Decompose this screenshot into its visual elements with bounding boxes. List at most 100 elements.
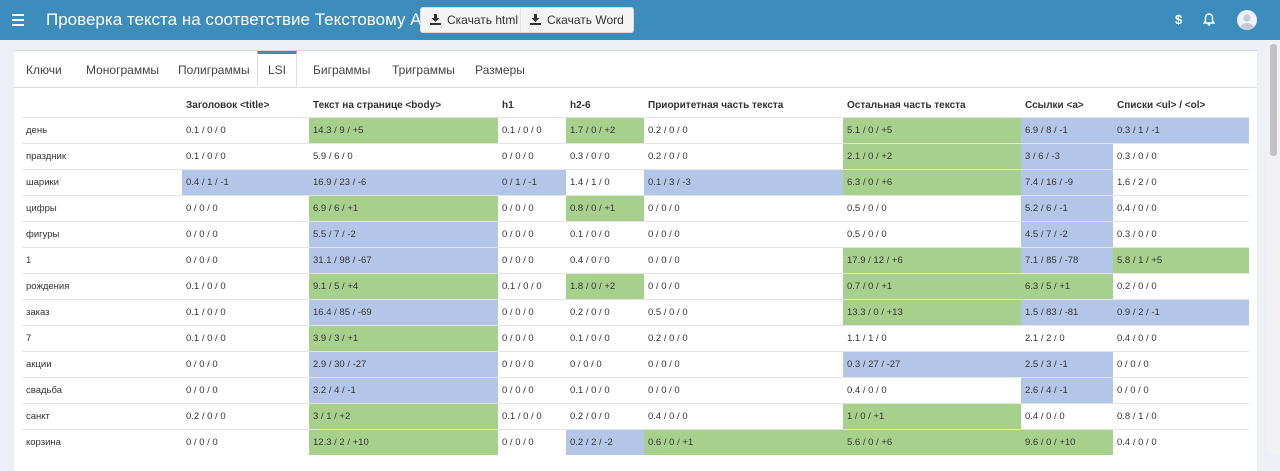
value-cell: 5.9 / 6 / 0: [309, 143, 498, 170]
value-cell: 0.2 / 0 / 0: [566, 299, 644, 326]
value-cell: 0.1 / 0 / 0: [566, 377, 644, 404]
value-cell: 5.5 / 7 / -2: [309, 221, 498, 248]
value-cell: 2.5 / 3 / -1: [1021, 351, 1113, 378]
value-cell: 13.3 / 0 / +13: [843, 299, 1021, 326]
value-cell: 0.2 / 0 / 0: [182, 403, 309, 430]
value-cell: 0 / 0 / 0: [182, 247, 309, 274]
value-cell: 0 / 0 / 0: [182, 195, 309, 222]
keyword-cell: 7: [22, 325, 182, 352]
tab-polygrams[interactable]: Полиграммы: [178, 63, 250, 77]
user-avatar[interactable]: [1237, 10, 1257, 30]
value-cell: 0.1 / 0 / 0: [182, 143, 309, 170]
value-cell: 2.1 / 2 / 0: [1021, 325, 1113, 352]
keyword-cell: заказ: [22, 299, 182, 326]
value-cell: 12.3 / 2 / +10: [309, 429, 498, 455]
tab-keys[interactable]: Ключи: [26, 63, 62, 77]
value-cell: 3 / 1 / +2: [309, 403, 498, 430]
tab-bar: Ключи Монограммы Полиграммы LSI Биграммы…: [14, 51, 1257, 88]
value-cell: 0.2 / 0 / 0: [644, 143, 843, 170]
download-word-label: Скачать Word: [547, 13, 624, 27]
value-cell: 5.1 / 0 / +5: [843, 117, 1021, 144]
value-cell: 16.9 / 23 / -6: [309, 169, 498, 196]
value-cell: 17.9 / 12 / +6: [843, 247, 1021, 274]
scrollbar-thumb[interactable]: [1270, 44, 1277, 156]
value-cell: 0.9 / 2 / -1: [1113, 299, 1249, 326]
value-cell: 14.3 / 9 / +5: [309, 117, 498, 144]
keyword-cell: день: [22, 117, 182, 144]
value-cell: 3.9 / 3 / +1: [309, 325, 498, 352]
value-cell: 0.7 / 0 / +1: [843, 273, 1021, 300]
value-cell: 0 / 0 / 0: [498, 429, 566, 455]
keyword-cell: фигуры: [22, 221, 182, 248]
value-cell: 0.1 / 3 / -3: [644, 169, 843, 196]
value-cell: 2.6 / 4 / -1: [1021, 377, 1113, 404]
value-cell: 2.9 / 30 / -27: [309, 351, 498, 378]
value-cell: 0 / 0 / 0: [644, 247, 843, 274]
column-header: Списки <ul> / <ol>: [1117, 99, 1206, 111]
value-cell: 0 / 0 / 0: [182, 351, 309, 378]
value-cell: 0.2 / 0 / 0: [644, 325, 843, 352]
keyword-cell: праздник: [22, 143, 182, 170]
value-cell: 16.4 / 85 / -69: [309, 299, 498, 326]
keyword-cell: цифры: [22, 195, 182, 222]
table-row: шарики 0.4 / 1 / -1 16.9 / 23 / -6 0 / 1 / …: [22, 169, 1249, 196]
value-cell: 0.1 / 0 / 0: [566, 325, 644, 352]
value-cell: 0.1 / 0 / 0: [498, 117, 566, 144]
keyword-cell: санкт: [22, 403, 182, 430]
value-cell: 0.4 / 0 / 0: [1113, 195, 1249, 222]
menu-toggle-icon[interactable]: [12, 11, 24, 29]
tab-bigrams[interactable]: Биграммы: [313, 63, 371, 77]
value-cell: 0 / 0 / 0: [644, 377, 843, 404]
top-navbar: Проверка текста на соответствие Текстово…: [0, 0, 1280, 40]
column-header: Текст на странице <body>: [313, 99, 442, 111]
value-cell: 0.2 / 0 / 0: [566, 403, 644, 430]
column-header: h1: [502, 99, 514, 111]
value-cell: 9.1 / 5 / +4: [309, 273, 498, 300]
keyword-cell: шарики: [22, 169, 182, 196]
value-cell: 0.1 / 0 / 0: [182, 117, 309, 144]
value-cell: 0 / 0 / 0: [498, 247, 566, 274]
value-cell: 1.4 / 1 / 0: [566, 169, 644, 196]
download-html-button[interactable]: Скачать html: [420, 7, 529, 33]
value-cell: 5.2 / 6 / -1: [1021, 195, 1113, 222]
tab-lsi[interactable]: LSI: [257, 51, 297, 86]
value-cell: 0.4 / 0 / 0: [1113, 429, 1249, 455]
keyword-cell: свадьба: [22, 377, 182, 404]
value-cell: 1.1 / 1 / 0: [843, 325, 1021, 352]
value-cell: 0.5 / 0 / 0: [843, 195, 1021, 222]
column-header: [22, 93, 182, 118]
tab-sizes[interactable]: Размеры: [475, 63, 525, 77]
value-cell: 0 / 0 / 0: [498, 351, 566, 378]
value-cell: 0 / 0 / 0: [498, 325, 566, 352]
column-header: Ссылки <a>: [1025, 99, 1084, 111]
download-word-button[interactable]: Скачать Word: [520, 7, 634, 33]
value-cell: 0.2 / 0 / 0: [644, 117, 843, 144]
value-cell: 31.1 / 98 / -67: [309, 247, 498, 274]
value-cell: 0.2 / 2 / -2: [566, 429, 644, 455]
table-row: 7 0.1 / 0 / 0 3.9 / 3 / +1 0 / 0 / 0 0.1 / 0…: [22, 325, 1249, 352]
value-cell: 0.2 / 0 / 0: [1113, 273, 1249, 300]
tab-monograms[interactable]: Монограммы: [86, 63, 159, 77]
value-cell: 0.5 / 0 / 0: [644, 299, 843, 326]
table-row: свадьба 0 / 0 / 0 3.2 / 4 / -1 0 / 0 / 0 0.1…: [22, 377, 1249, 404]
value-cell: 1.7 / 0 / +2: [566, 117, 644, 144]
table-header-row: Заголовок <title> Текст на странице <body…: [22, 93, 1249, 118]
bell-icon[interactable]: [1203, 13, 1215, 26]
value-cell: 0 / 0 / 0: [498, 195, 566, 222]
value-cell: 1.6 / 2 / 0: [1113, 169, 1249, 196]
tab-trigrams[interactable]: Триграммы: [392, 63, 455, 77]
keyword-cell: 1: [22, 247, 182, 274]
value-cell: 2.1 / 0 / +2: [843, 143, 1021, 170]
value-cell: 0.1 / 0 / 0: [498, 273, 566, 300]
value-cell: 0.3 / 27 / -27: [843, 351, 1021, 378]
value-cell: 1.5 / 83 / -81: [1021, 299, 1113, 326]
value-cell: 5.6 / 0 / +6: [843, 429, 1021, 455]
results-panel: Ключи Монограммы Полиграммы LSI Биграммы…: [14, 50, 1257, 471]
keyword-cell: рождения: [22, 273, 182, 300]
dollar-icon[interactable]: $: [1175, 12, 1183, 27]
column-header: Заголовок <title>: [186, 99, 270, 111]
value-cell: 0 / 1 / -1: [498, 169, 566, 196]
